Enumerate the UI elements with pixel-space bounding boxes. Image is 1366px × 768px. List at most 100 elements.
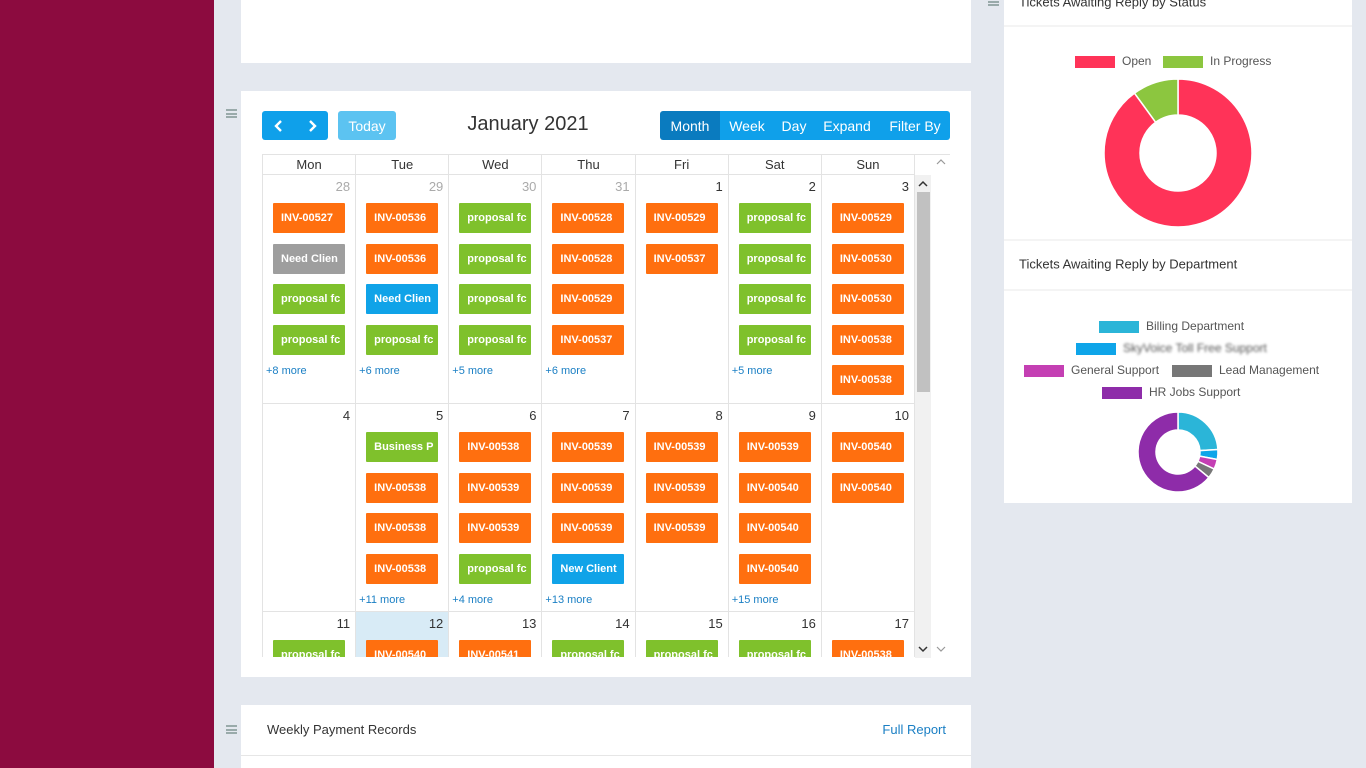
day-number: 1 <box>715 179 723 194</box>
day-number: 31 <box>615 179 630 194</box>
event[interactable]: INV-00539 <box>645 513 718 543</box>
event[interactable]: INV-00528 <box>552 203 625 233</box>
drag-handle[interactable] <box>988 0 999 6</box>
day-number: 12 <box>428 616 444 631</box>
event[interactable]: INV-00540 <box>831 472 904 503</box>
more-link[interactable]: +6 more <box>545 365 587 377</box>
legend-label: Open <box>1122 54 1151 68</box>
event[interactable]: INV-00538 <box>366 553 439 584</box>
sidebar <box>0 0 214 768</box>
event[interactable]: INV-00540 <box>366 640 439 657</box>
view-button[interactable]: Week <box>720 111 774 140</box>
legend-label: Lead Management <box>1219 363 1320 377</box>
outer-scroll-down[interactable] <box>936 645 946 653</box>
event[interactable]: INV-00528 <box>552 243 625 274</box>
event[interactable]: INV-00538 <box>366 472 439 503</box>
event[interactable]: INV-00539 <box>645 472 718 503</box>
event[interactable]: INV-00538 <box>459 432 532 462</box>
more-link[interactable]: +6 more <box>359 365 400 377</box>
full-report-link[interactable]: Full Report <box>882 722 946 737</box>
event[interactable]: INV-00539 <box>645 432 718 462</box>
day-cell[interactable] <box>263 404 357 612</box>
event[interactable]: proposal fc <box>459 553 532 584</box>
calendar-title: January 2021 <box>467 113 589 135</box>
event[interactable]: INV-00538 <box>831 640 904 657</box>
event[interactable]: INV-00529 <box>552 284 625 314</box>
drag-handle[interactable] <box>226 109 237 118</box>
event[interactable]: proposal fc <box>273 284 345 314</box>
event[interactable]: proposal fc <box>738 640 811 657</box>
drag-handle[interactable] <box>226 725 237 734</box>
event[interactable]: proposal fc <box>459 284 532 314</box>
event[interactable]: proposal fc <box>366 324 439 355</box>
day-number: 13 <box>521 616 537 631</box>
event[interactable]: INV-00539 <box>459 513 532 543</box>
more-link[interactable]: +11 more <box>359 594 406 606</box>
more-link[interactable]: +4 more <box>452 594 493 606</box>
event[interactable]: proposal fc <box>738 203 811 233</box>
event[interactable]: INV-00538 <box>831 365 904 395</box>
scroll-up[interactable] <box>918 180 928 188</box>
more-link[interactable]: +13 more <box>545 594 593 606</box>
event[interactable]: INV-00537 <box>552 324 625 355</box>
legend-swatch <box>1075 56 1115 68</box>
event[interactable]: INV-00537 <box>645 243 718 274</box>
event[interactable]: proposal fc <box>273 324 345 355</box>
view-button[interactable]: Filter By <box>880 111 950 140</box>
outer-scroll-up[interactable] <box>936 158 946 166</box>
event[interactable]: proposal fc <box>738 324 811 355</box>
event[interactable]: proposal fc <box>738 243 811 274</box>
event[interactable]: INV-00540 <box>738 553 811 584</box>
day-number: 7 <box>622 408 630 423</box>
event[interactable]: proposal fc <box>459 203 532 233</box>
scroll-down[interactable] <box>918 645 928 653</box>
more-link[interactable]: +5 more <box>452 365 493 377</box>
view-button[interactable]: Month <box>660 111 720 140</box>
scrollbar-thumb[interactable] <box>917 192 930 392</box>
legend-swatch <box>1163 56 1203 68</box>
view-button[interactable]: Expand <box>814 111 880 140</box>
legend-swatch <box>1076 343 1116 355</box>
event[interactable]: INV-00530 <box>831 284 904 314</box>
event[interactable]: INV-00541 <box>459 640 532 657</box>
event[interactable]: New Client <box>552 553 625 584</box>
event[interactable]: proposal fc <box>645 640 718 657</box>
event[interactable]: INV-00529 <box>645 203 718 233</box>
event[interactable]: Need Clien <box>366 284 439 314</box>
day-number: 14 <box>615 616 630 631</box>
payments-panel: Weekly Payment Records Full Report <box>241 705 971 768</box>
event[interactable]: INV-00530 <box>831 243 904 274</box>
event[interactable]: INV-00539 <box>459 472 532 503</box>
event[interactable]: INV-00539 <box>738 432 811 462</box>
event[interactable]: proposal fc <box>552 640 625 657</box>
event[interactable]: INV-00540 <box>738 472 811 503</box>
event[interactable]: proposal fc <box>459 324 532 355</box>
doughnut-slice <box>1103 78 1253 228</box>
event[interactable]: INV-00540 <box>831 432 904 462</box>
view-button[interactable]: Day <box>774 111 814 140</box>
today-button[interactable]: Today <box>338 111 396 140</box>
more-link[interactable]: +15 more <box>731 594 779 606</box>
more-link[interactable]: +8 more <box>266 365 307 377</box>
event[interactable]: INV-00540 <box>738 513 811 543</box>
event[interactable]: INV-00538 <box>831 324 904 355</box>
event[interactable]: Need Clien <box>273 243 345 274</box>
event[interactable]: INV-00538 <box>366 513 439 543</box>
more-link[interactable]: +5 more <box>731 365 773 377</box>
event[interactable]: INV-00539 <box>552 432 625 462</box>
event[interactable]: INV-00529 <box>831 203 904 233</box>
prev-button[interactable] <box>262 111 295 140</box>
event[interactable]: proposal fc <box>738 284 811 314</box>
next-button[interactable] <box>295 111 328 140</box>
event[interactable]: INV-00539 <box>552 513 625 543</box>
event[interactable]: INV-00536 <box>366 243 439 274</box>
event[interactable]: INV-00536 <box>366 203 439 233</box>
event[interactable]: INV-00527 <box>273 203 345 233</box>
day-number: 15 <box>708 616 723 631</box>
event[interactable]: proposal fc <box>459 243 532 274</box>
event[interactable]: proposal fc <box>273 640 345 657</box>
event[interactable]: Business P <box>366 432 439 462</box>
legend-swatch <box>1102 387 1142 399</box>
day-number: 5 <box>436 408 444 423</box>
event[interactable]: INV-00539 <box>552 472 625 503</box>
